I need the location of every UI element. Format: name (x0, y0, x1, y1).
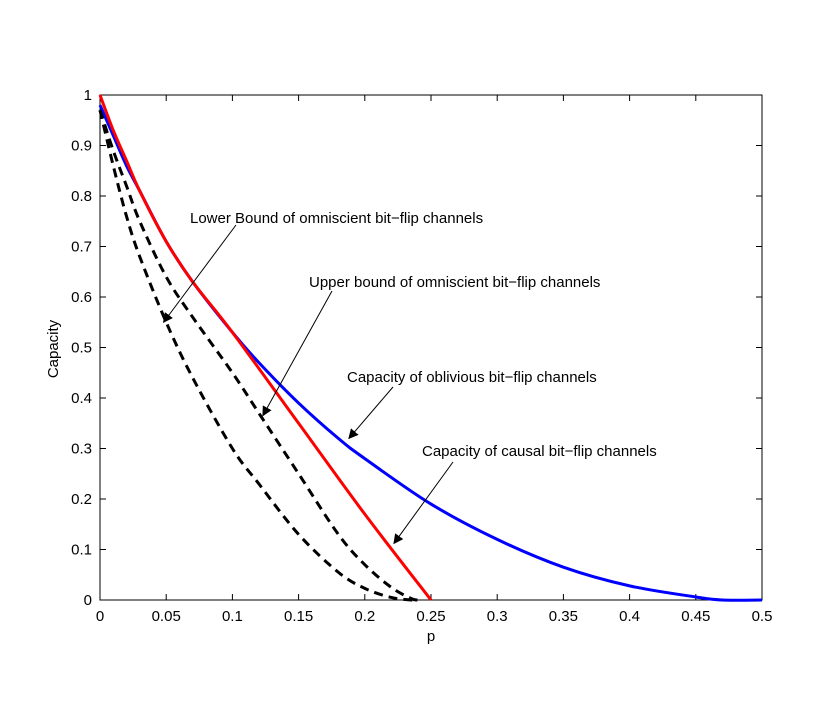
x-tick-label: 0.35 (549, 608, 578, 625)
annotation-arrow (262, 290, 333, 417)
annotation-label: Lower Bound of omniscient bit−flip chann… (190, 210, 483, 227)
series-oblivious-line (98, 104, 763, 602)
x-tick-label: 0.15 (284, 608, 313, 625)
x-tick-label: 0.5 (752, 608, 773, 625)
y-tick-label: 0.9 (71, 138, 92, 155)
annotations: Lower Bound of omniscient bit−flip chann… (162, 210, 657, 545)
x-tick-label: 0 (96, 608, 104, 625)
y-axis-label: Capacity (45, 319, 62, 378)
y-tick-label: 0.6 (71, 289, 92, 306)
x-axis-label: p (427, 628, 435, 645)
y-tick-label: 0.7 (71, 239, 92, 256)
x-tick-label: 0.05 (152, 608, 181, 625)
y-tick-label: 0.5 (71, 340, 92, 357)
annotation-label: Capacity of causal bit−flip channels (422, 443, 657, 460)
annotation-arrow (393, 461, 454, 545)
x-tick-label: 0.3 (487, 608, 508, 625)
x-tick-label: 0.4 (619, 608, 640, 625)
y-tick-label: 0.4 (71, 390, 92, 407)
y-tick-label: 0.8 (71, 188, 92, 205)
series-lower-bound-line (98, 109, 418, 602)
y-tick-label: 0.3 (71, 441, 92, 458)
annotation-arrow (348, 386, 394, 440)
ticks: 0 0.05 0.1 0.15 0.2 0.25 0.3 0.35 0.4 0.45 0.5 0 0.1… (71, 87, 772, 625)
annotation-label: Upper bound of omniscient bit−flip chann… (309, 274, 600, 291)
y-tick-label: 0.1 (71, 542, 92, 559)
y-tick-label: 1 (84, 87, 92, 104)
y-tick-label: 0 (84, 592, 92, 609)
annotation-arrow (162, 224, 237, 324)
y-tick-label: 0.2 (71, 491, 92, 508)
x-tick-label: 0.1 (222, 608, 243, 625)
series-upper-bound-line (98, 109, 419, 602)
series-causal-line (98, 94, 433, 601)
series (98, 94, 763, 602)
annotation-label: Capacity of oblivious bit−flip channels (347, 369, 597, 386)
x-tick-label: 0.25 (416, 608, 445, 625)
plot-frame (99, 94, 763, 601)
x-tick-label: 0.2 (354, 608, 375, 625)
x-tick-label: 0.45 (681, 608, 710, 625)
